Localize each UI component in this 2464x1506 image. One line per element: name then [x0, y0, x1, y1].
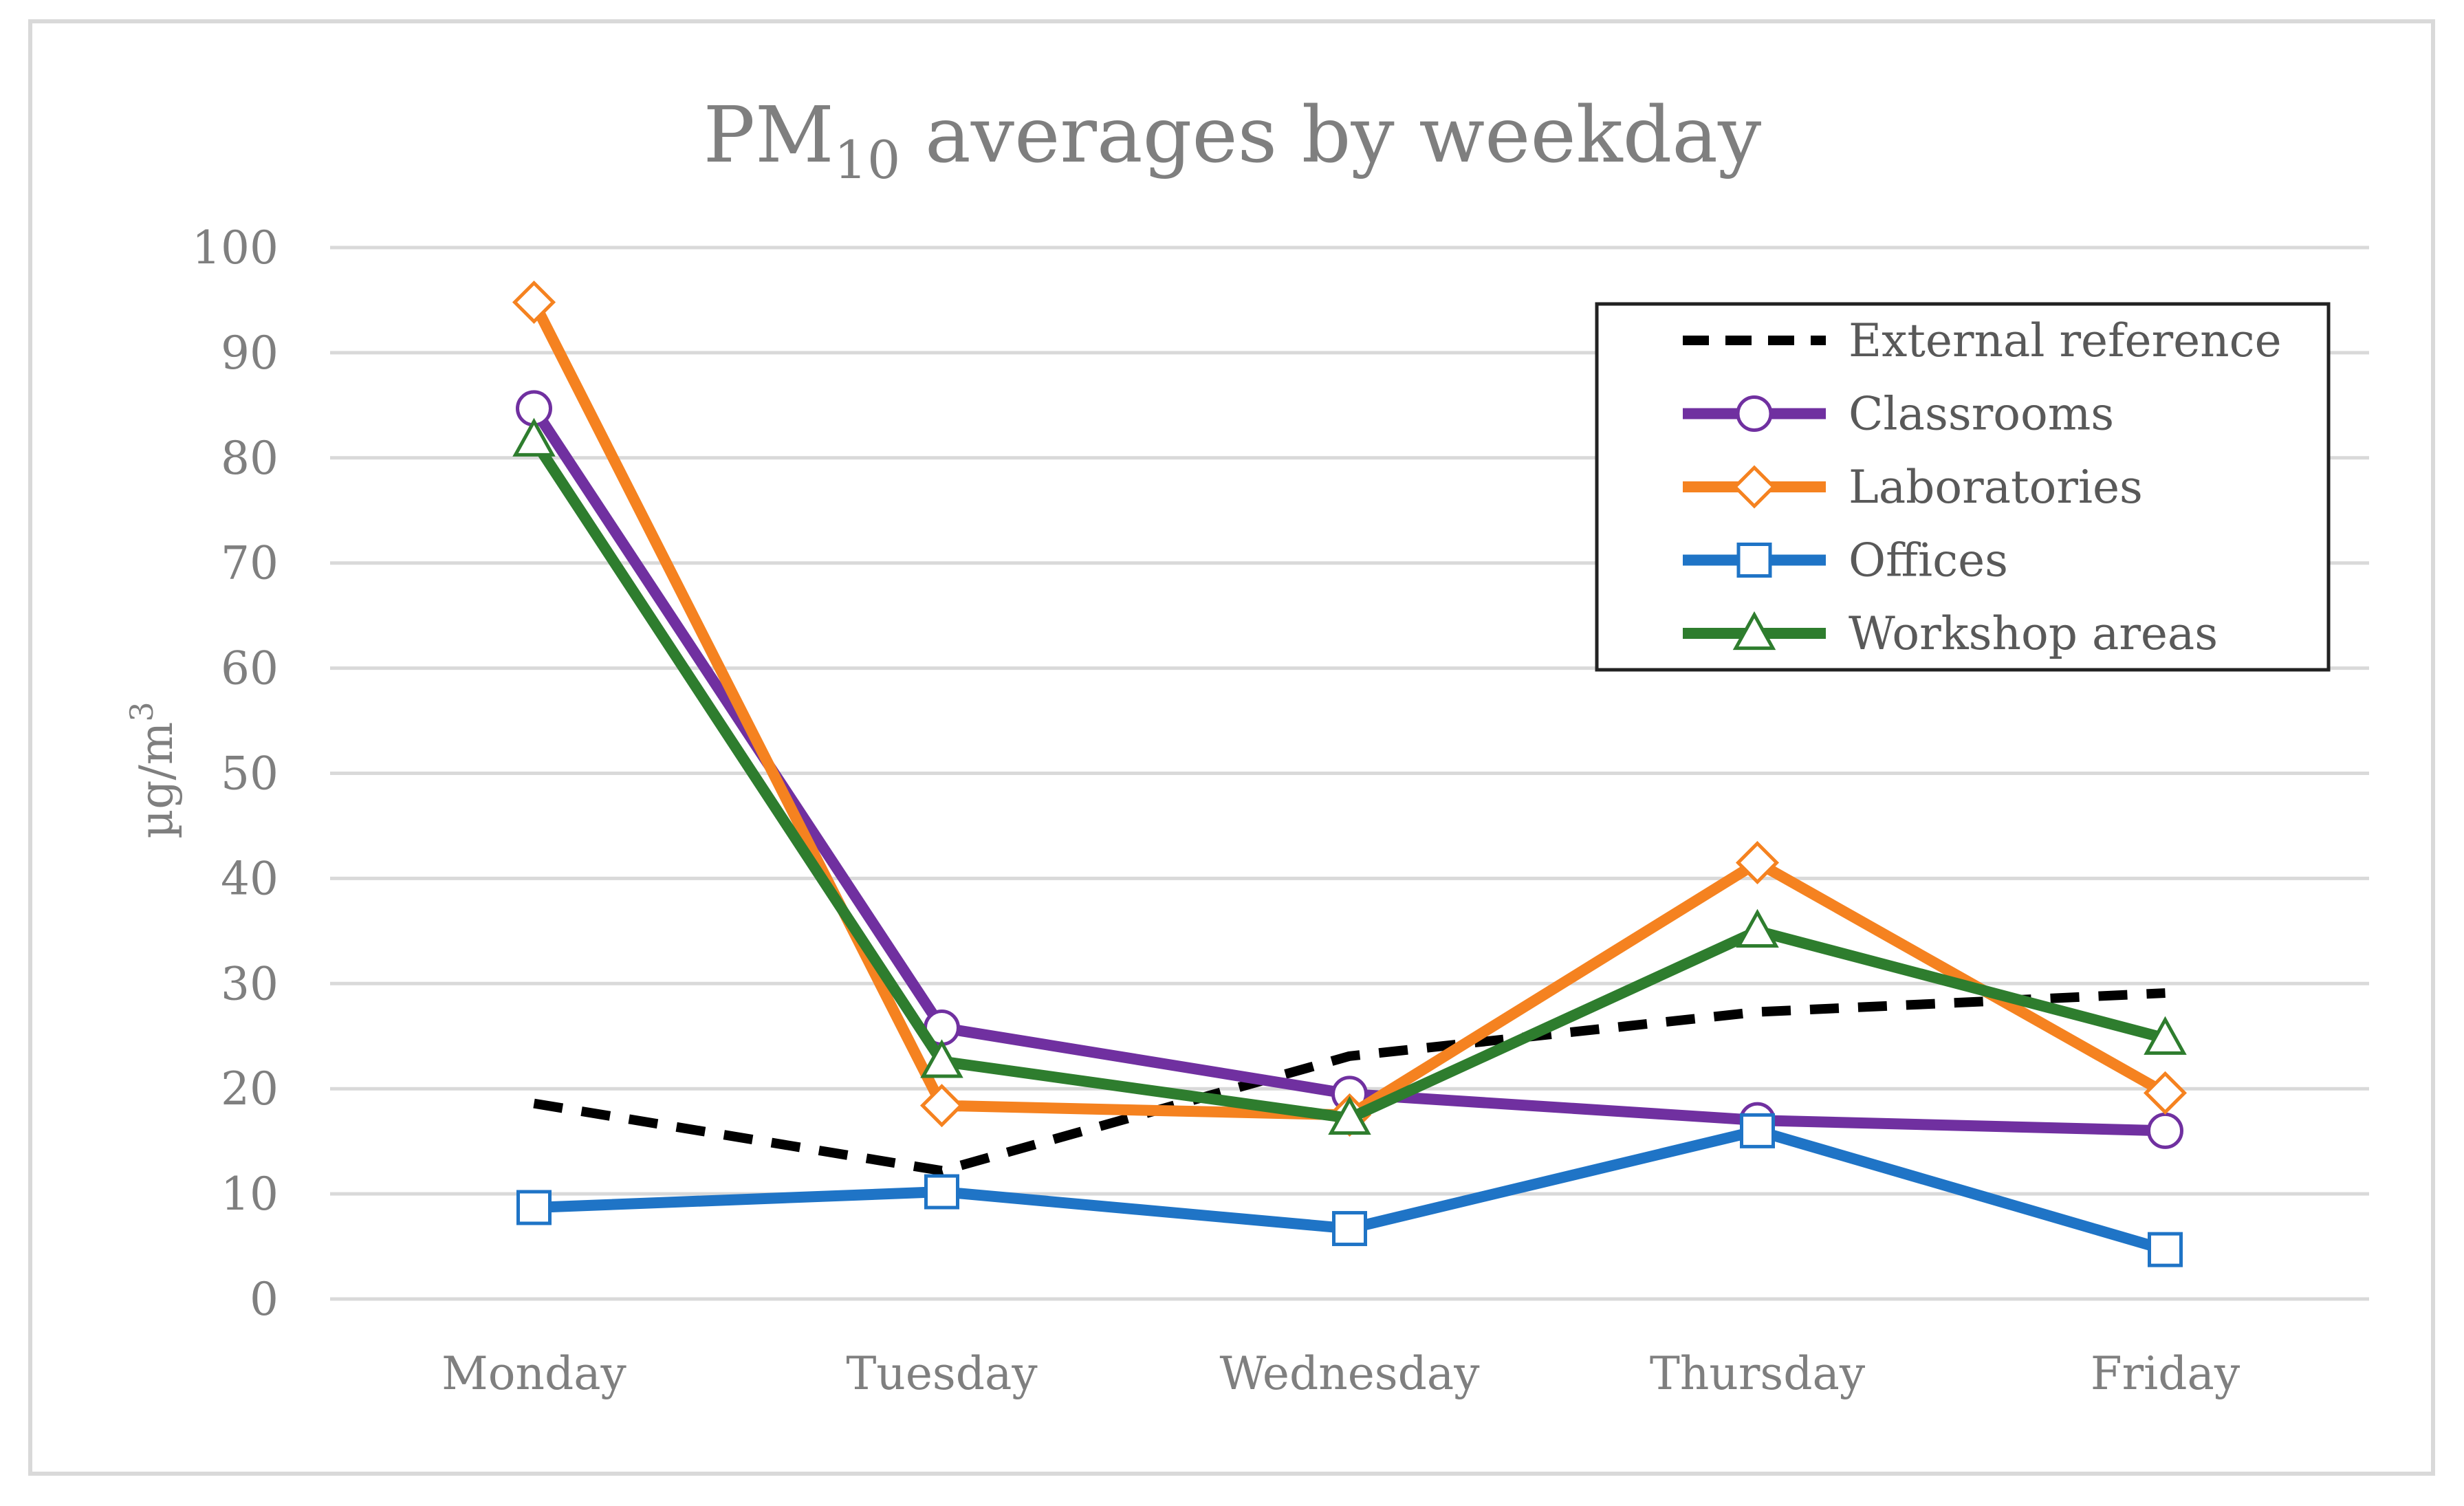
y-tick-label: 20 — [221, 1062, 279, 1115]
legend-label: Laboratories — [1849, 461, 2143, 514]
y-tick-label: 70 — [221, 537, 279, 590]
y-axis-title: µg/m3 — [123, 701, 183, 838]
x-tick-label: Friday — [2091, 1347, 2241, 1400]
x-tick-label: Thursday — [1650, 1347, 1866, 1400]
chart-title-subscript: 10 — [834, 129, 901, 190]
data-point — [1736, 908, 1779, 948]
x-tick-label: Monday — [441, 1347, 626, 1400]
x-tick-label: Tuesday — [846, 1347, 1038, 1400]
x-axis-ticks: Monday Tuesday Wednesday Thursday Friday — [441, 1347, 2241, 1400]
legend-label: Workshop areas — [1849, 607, 2218, 660]
legend-marker — [1732, 465, 1776, 509]
data-point — [1740, 1113, 1775, 1148]
legend-entry: Workshop areas — [1683, 607, 2218, 660]
data-point — [920, 1039, 963, 1078]
legend-box — [1595, 302, 2331, 672]
data-point — [1735, 840, 1780, 885]
legend-entry: Classrooms — [1683, 388, 2114, 441]
data-point — [2148, 1232, 2183, 1267]
legend-marker — [1736, 395, 1773, 432]
data-point — [2143, 1071, 2188, 1115]
y-tick-label: 100 — [192, 221, 279, 274]
x-tick-label: Wednesday — [1219, 1347, 1480, 1400]
y-axis-ticks: 0 10 20 30 40 50 60 70 80 90 100 — [192, 221, 279, 1326]
y-tick-label: 80 — [221, 432, 279, 485]
series-offices — [516, 1113, 2183, 1267]
legend-marker — [1732, 611, 1776, 651]
legend-entry: Laboratories — [1683, 461, 2143, 514]
chart-title: PM10 averages by weekday — [704, 91, 1762, 190]
legend-label: Offices — [1849, 534, 2008, 587]
data-point — [516, 1190, 552, 1225]
legend-label: Classrooms — [1849, 388, 2114, 441]
data-point — [2144, 1016, 2187, 1055]
data-point — [919, 1084, 964, 1128]
series-lines — [512, 280, 2188, 1267]
data-point — [1332, 1211, 1367, 1247]
y-tick-label: 60 — [221, 642, 279, 695]
series-line — [533, 988, 2166, 1176]
y-tick-label: 0 — [250, 1273, 279, 1326]
series-external-reference — [533, 988, 2166, 1176]
data-point — [1328, 1095, 1371, 1135]
series-workshop-areas — [512, 417, 2187, 1135]
chart-frame — [28, 19, 2435, 1476]
y-tick-label: 50 — [221, 747, 279, 800]
y-axis-title-superscript: 3 — [123, 701, 160, 721]
data-point — [512, 280, 556, 325]
y-tick-label: 10 — [221, 1168, 279, 1221]
legend-label: External reference — [1849, 314, 2282, 367]
legend-entry: External reference — [1683, 314, 2282, 367]
legend: External reference Classrooms Laboratories… — [1595, 302, 2331, 672]
legend-marker — [1736, 543, 1772, 578]
data-point — [924, 1174, 959, 1210]
data-point — [512, 417, 556, 457]
legend-entry: Offices — [1683, 534, 2008, 587]
y-tick-label: 90 — [221, 327, 279, 380]
data-point — [2147, 1112, 2183, 1149]
y-tick-label: 30 — [221, 957, 279, 1010]
y-tick-label: 40 — [221, 852, 279, 905]
